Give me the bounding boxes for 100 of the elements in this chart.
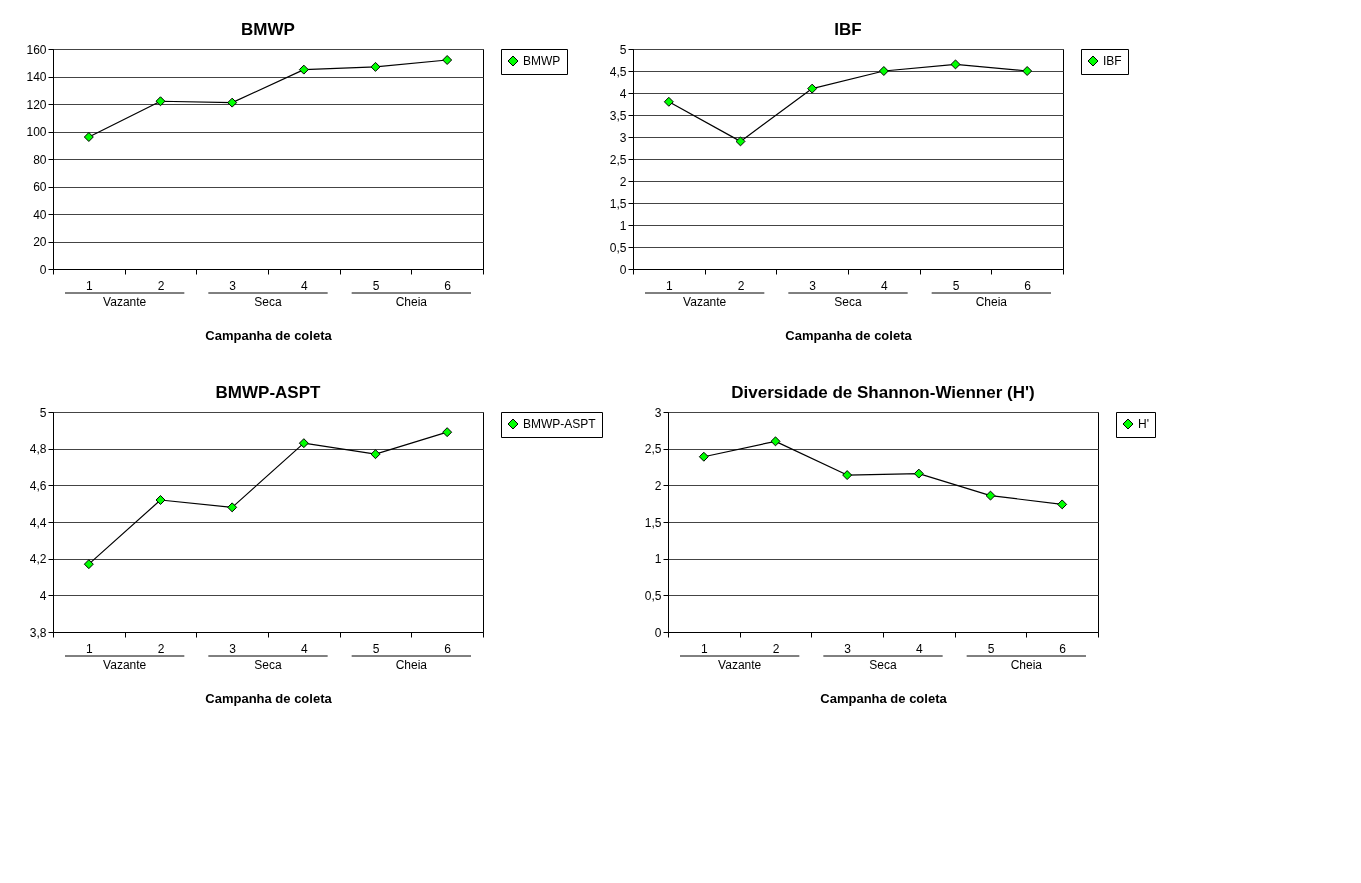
y-tick-label: 4 <box>39 588 47 603</box>
x-tick-label: 6 <box>1059 641 1067 656</box>
point <box>913 468 924 479</box>
y-tick-label: 0,5 <box>609 240 627 255</box>
point <box>878 66 889 76</box>
point <box>83 559 94 570</box>
text: Seca <box>254 658 282 672</box>
point <box>370 61 381 72</box>
y-tick-label: 5 <box>39 405 47 420</box>
y-tick-label: 2 <box>619 174 627 189</box>
point <box>698 451 709 462</box>
y-tick-label: 1 <box>654 552 662 567</box>
y-tick-label: 2,5 <box>644 442 662 457</box>
y-tick-label: 4 <box>619 86 627 101</box>
y-tick-label: 4,4 <box>29 515 47 530</box>
y-tick-label: 4,5 <box>609 64 627 79</box>
y-tick-label: 2 <box>654 478 662 493</box>
x-tick-label: 6 <box>444 278 452 293</box>
y-tick-label: 80 <box>33 152 47 167</box>
point <box>442 427 453 438</box>
y-tick-label: 3 <box>654 405 662 420</box>
chart-title: BMWP <box>241 20 295 39</box>
x-tick-label: 4 <box>300 278 308 293</box>
y-tick-label: 100 <box>26 125 47 139</box>
x-tick-label: 3 <box>844 641 852 656</box>
y-tick-label: 1,5 <box>609 196 627 211</box>
y-tick-label: 2,5 <box>609 152 627 167</box>
x-tick-label: 4 <box>300 641 308 656</box>
x-tick-label: 4 <box>915 641 923 656</box>
x-tick-label: 5 <box>987 641 995 656</box>
x-tick-label: 2 <box>737 278 745 293</box>
y-tick-label: 160 <box>26 42 47 57</box>
x-tick-label: 1 <box>85 641 93 656</box>
y-tick-label: 4,2 <box>29 552 47 567</box>
point <box>227 502 238 513</box>
x-tick-label: 3 <box>229 641 237 656</box>
y-tick-label: 3,8 <box>29 625 47 640</box>
legend-label: IBF <box>1103 54 1122 68</box>
text: Vazante <box>683 295 727 309</box>
point <box>442 55 453 65</box>
x-tick-label: 2 <box>157 641 165 656</box>
point <box>1022 66 1033 76</box>
text: Cheia <box>395 295 428 309</box>
y-tick-label: 0 <box>619 262 627 277</box>
y-tick-label: 3 <box>619 130 627 145</box>
chart-title: Diversidade de Shannon-Wienner (H') <box>731 383 1035 402</box>
y-tick-label: 4,8 <box>29 442 47 457</box>
x-tick-label: 3 <box>229 278 237 293</box>
x-tick-label: 2 <box>772 641 780 656</box>
x-axis-title: Campanha de coleta <box>205 327 333 343</box>
legend-label: H' <box>1138 417 1149 431</box>
text: Cheia <box>975 295 1008 309</box>
y-tick-label: 140 <box>26 70 47 84</box>
text: Seca <box>254 295 282 309</box>
x-tick-label: 6 <box>1024 278 1032 293</box>
y-tick-label: 3,5 <box>609 108 627 123</box>
x-tick-label: 2 <box>157 278 165 293</box>
text: Vazante <box>103 658 147 672</box>
x-tick-label: 5 <box>372 278 380 293</box>
y-tick-label: 120 <box>26 97 47 112</box>
point <box>842 470 853 481</box>
x-tick-label: 5 <box>952 278 960 293</box>
y-tick-label: 4,6 <box>29 478 47 493</box>
point <box>950 59 961 70</box>
chart-title: IBF <box>834 20 862 39</box>
y-tick-label: 40 <box>33 207 47 222</box>
point <box>370 449 381 460</box>
x-axis-title: Campanha de coleta <box>820 690 948 706</box>
x-axis-title: Campanha de coleta <box>205 690 333 706</box>
x-tick-label: 4 <box>880 278 888 293</box>
x-tick-label: 1 <box>700 641 708 656</box>
point <box>770 436 781 447</box>
x-tick-label: 1 <box>665 278 673 293</box>
y-tick-label: 60 <box>33 180 47 194</box>
y-tick-label: 0,5 <box>644 588 662 603</box>
x-tick-label: 1 <box>85 278 93 293</box>
point <box>227 97 238 108</box>
point <box>985 490 996 501</box>
point <box>155 96 166 107</box>
point <box>155 495 166 505</box>
y-tick-label: 0 <box>39 262 47 277</box>
point <box>663 96 674 107</box>
y-tick-label: 0 <box>654 625 662 640</box>
point <box>298 64 309 75</box>
x-tick-label: 3 <box>809 278 817 293</box>
x-tick-label: 6 <box>444 641 452 656</box>
text: Seca <box>834 295 862 309</box>
legend-label: BMWP-ASPT <box>523 417 597 431</box>
point <box>735 136 746 147</box>
y-tick-label: 20 <box>33 235 47 249</box>
point <box>83 132 94 142</box>
point <box>298 438 309 449</box>
y-tick-label: 1,5 <box>644 515 662 530</box>
point <box>1057 499 1068 510</box>
legend-label: BMWP <box>523 54 561 68</box>
text: Seca <box>869 658 897 672</box>
x-axis-title: Campanha de coleta <box>785 327 913 343</box>
text: Vazante <box>103 295 147 309</box>
y-tick-label: 5 <box>619 42 627 57</box>
text: Cheia <box>395 658 428 672</box>
